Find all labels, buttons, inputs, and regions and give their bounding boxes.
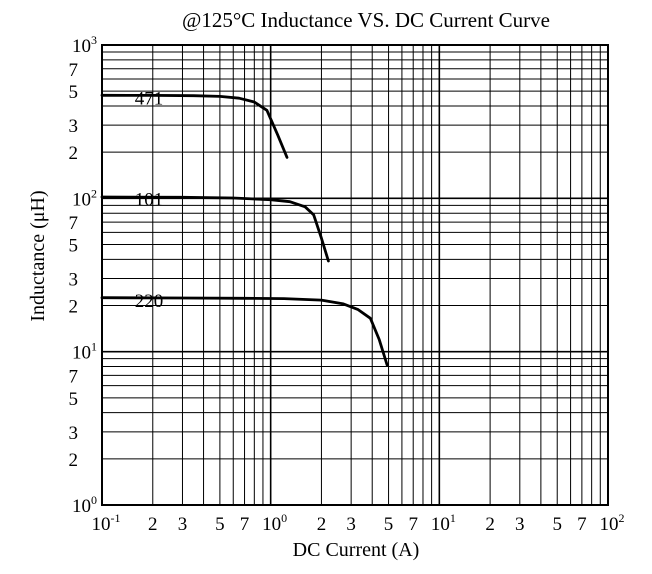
series-line-220 [100,296,389,367]
y-tick-label: 3 [69,116,79,137]
y-tick-label: 5 [69,235,79,256]
x-tick-label: 7 [408,514,418,535]
y-axis-label: Inductance (μH) [27,190,49,321]
y-tick-label: 7 [69,213,79,234]
y-tick-decade: 101 [72,340,97,364]
x-tick-label: 3 [346,514,356,535]
plot-frame [101,44,609,506]
grid-lines [102,45,608,505]
x-tick-label: 2 [317,514,327,535]
x-tick-label: 7 [240,514,250,535]
x-tick-decade: 100 [262,511,287,535]
y-tick-label: 5 [69,82,79,103]
y-tick-label: 5 [69,389,79,410]
series-label-101: 101 [135,189,164,210]
series-label-471: 471 [135,89,164,110]
x-tick-label: 5 [384,514,394,535]
y-tick-label: 2 [69,297,79,318]
chart-title: @125°C Inductance VS. DC Current Curve [182,8,550,32]
x-tick-decade: 102 [600,511,625,535]
series-label-220: 220 [135,291,164,312]
x-tick-label: 3 [178,514,188,535]
x-tick-labels: 10-1 2 3 5 7 100 2 3 5 7 101 2 3 5 7 102 [92,511,625,535]
y-tick-label: 3 [69,423,79,444]
x-tick-label: 7 [577,514,587,535]
series-curves: 471 101 220 [100,89,389,367]
x-tick-decade: 10-1 [92,511,121,535]
x-tick-decade: 101 [431,511,456,535]
y-tick-label: 7 [69,60,79,81]
y-tick-decade: 102 [72,186,97,210]
series-line-101 [100,195,330,263]
x-tick-label: 5 [215,514,225,535]
y-tick-label: 2 [69,450,79,471]
x-tick-label: 3 [515,514,525,535]
y-tick-decade: 100 [72,493,97,517]
y-tick-label: 2 [69,143,79,164]
x-tick-label: 5 [552,514,562,535]
y-tick-label: 7 [69,366,79,387]
x-tick-label: 2 [485,514,495,535]
y-tick-label: 3 [69,270,79,291]
y-tick-decade: 103 [72,33,97,57]
x-tick-label: 2 [148,514,158,535]
x-axis-label: DC Current (A) [293,539,420,561]
series-line-471 [100,93,289,159]
